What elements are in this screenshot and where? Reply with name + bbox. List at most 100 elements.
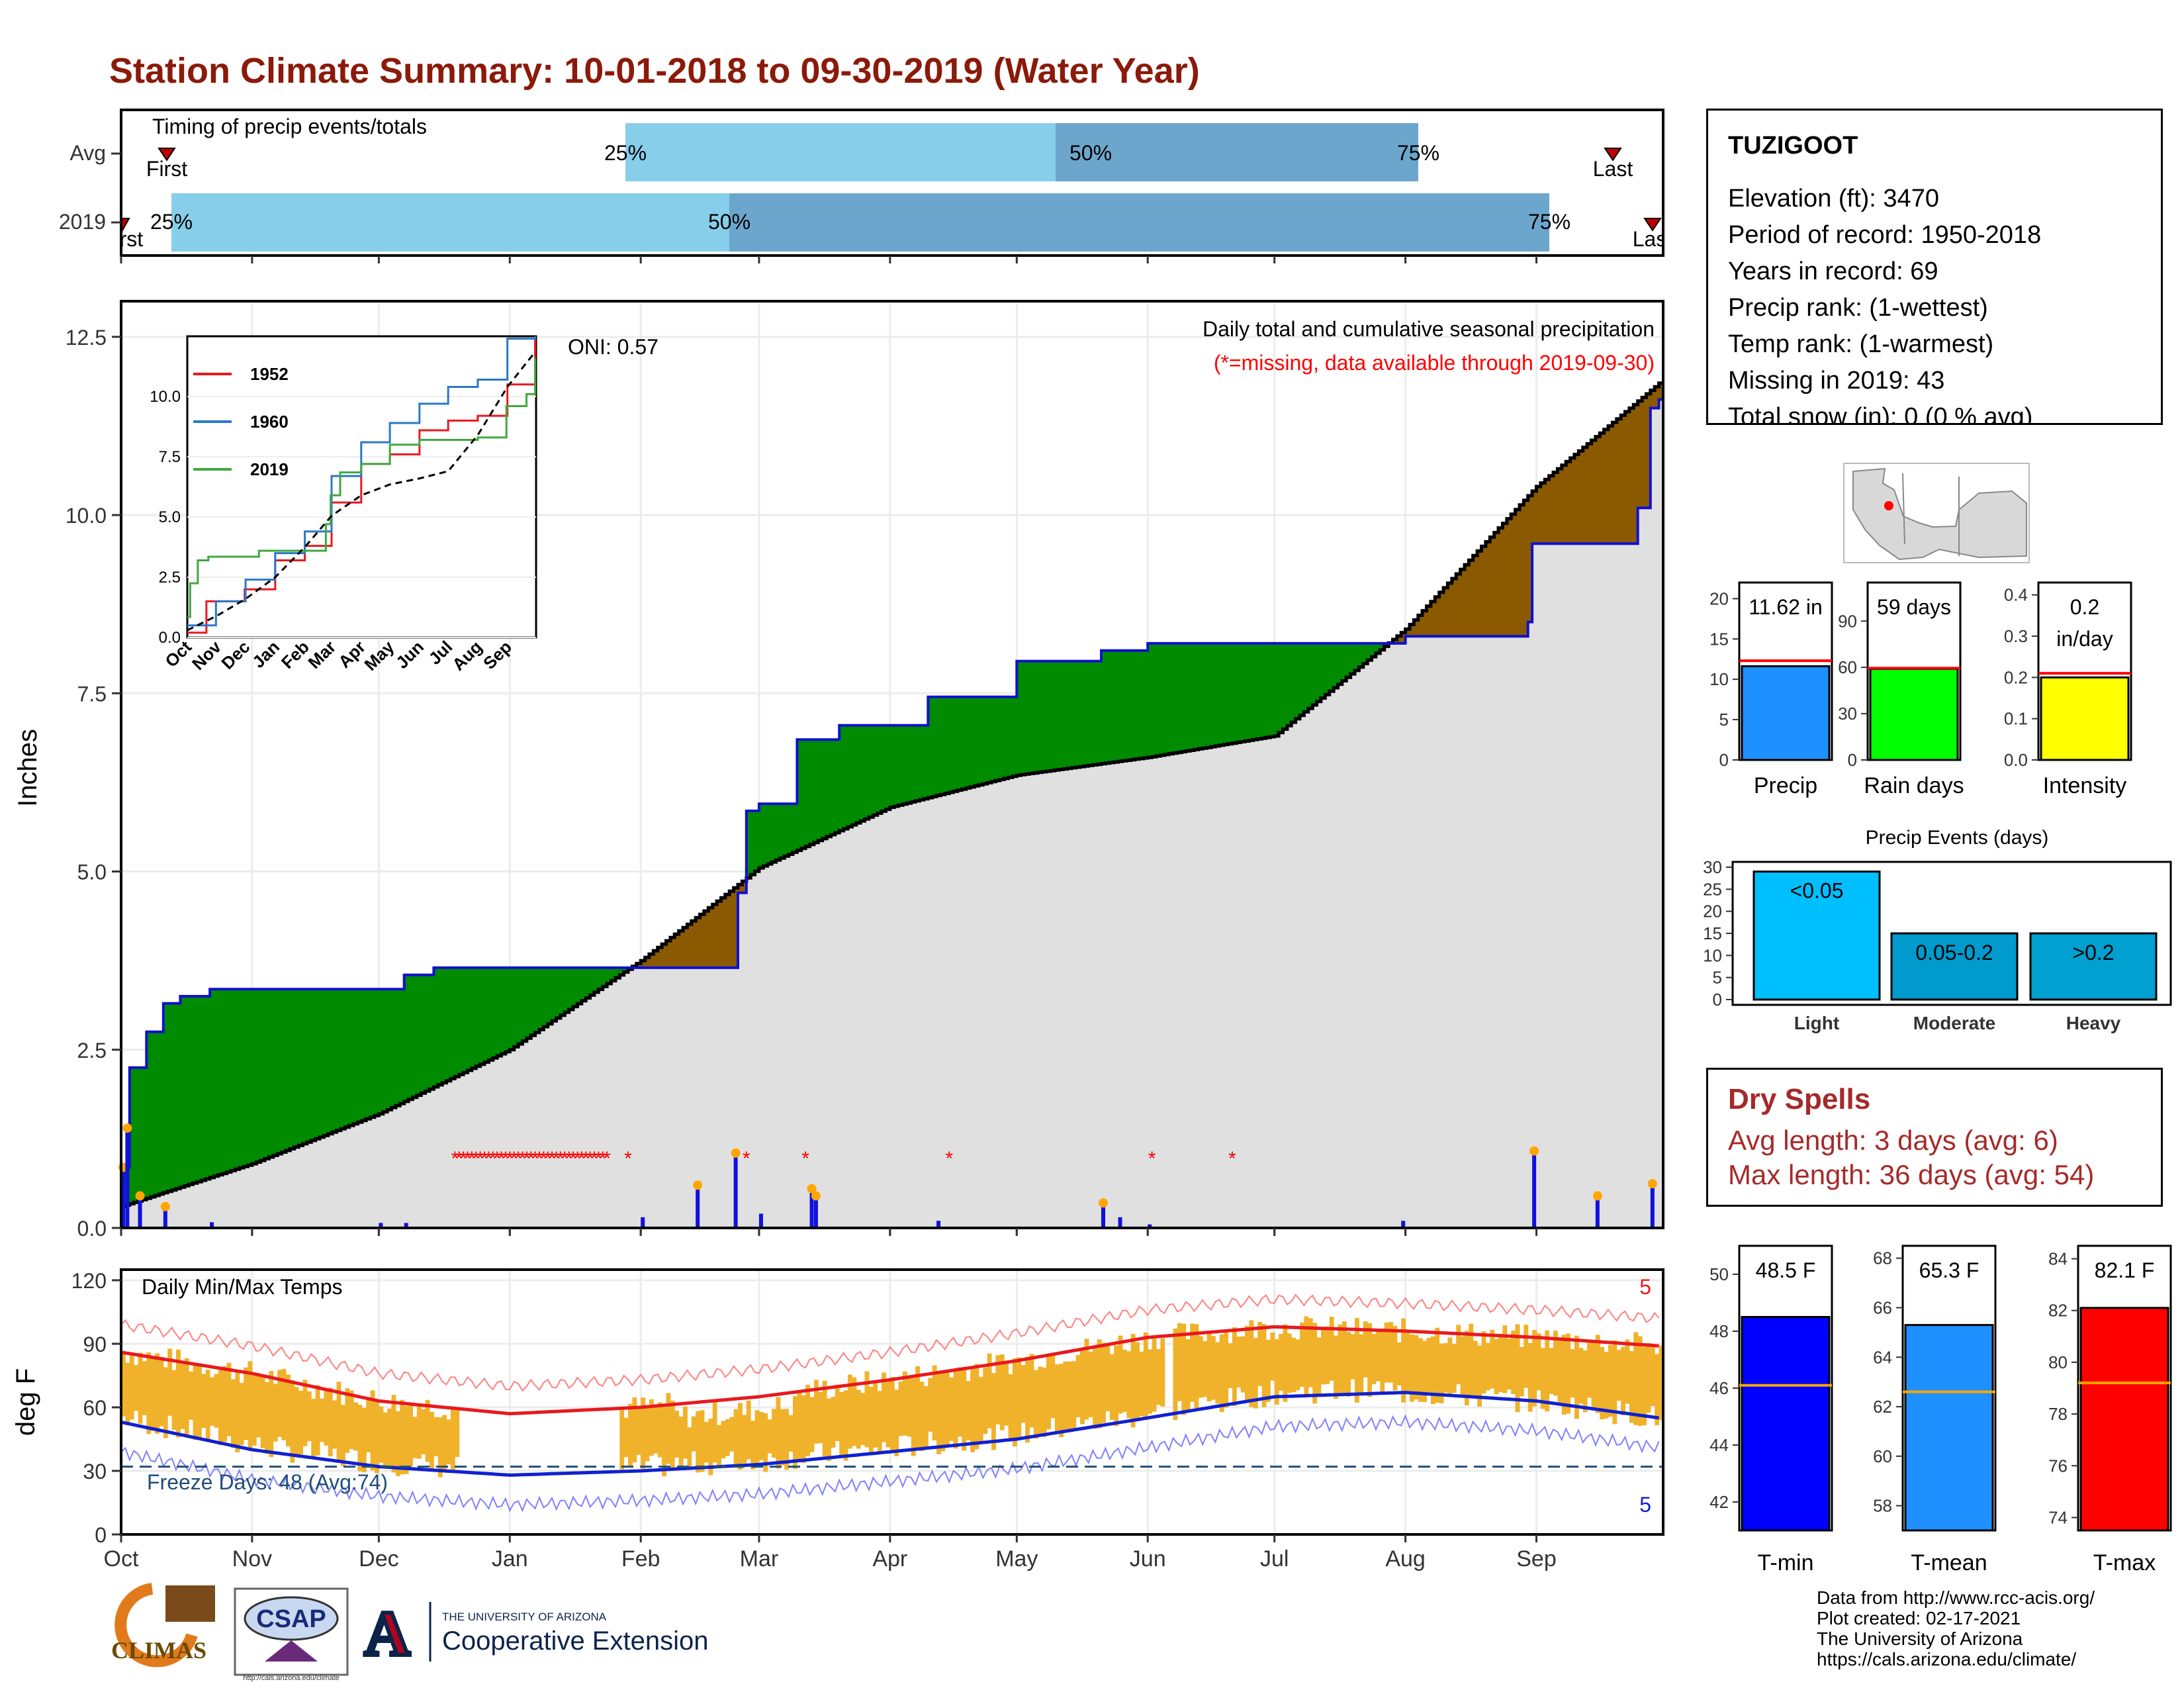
daily-temp-bar — [721, 1421, 726, 1459]
footer-line: The University of Arizona — [1817, 1628, 2023, 1649]
daily-temp-bar — [704, 1422, 709, 1463]
daily-temp-bar — [1139, 1351, 1144, 1417]
daily-temp-bar — [184, 1358, 189, 1437]
station-missing: Missing in 2019: 43 — [1728, 367, 1945, 395]
daily-temp-bar — [138, 1352, 143, 1424]
daily-temp-bar — [230, 1379, 236, 1448]
missing-data-marker: * — [451, 1148, 459, 1170]
daily-temp-bar — [437, 1417, 443, 1477]
station-name: TUZIGOOT — [1728, 132, 1858, 160]
temp-bar — [1904, 1324, 1994, 1532]
ua-big-text: Cooperative Extension — [442, 1626, 708, 1656]
events-category-label: Moderate — [1913, 1013, 1995, 1033]
missing-data-marker: * — [498, 1148, 506, 1170]
daily-temp-bar — [987, 1353, 992, 1429]
daily-temp-bar — [894, 1389, 899, 1456]
missing-data-marker: * — [561, 1148, 569, 1170]
events-ytick-label: 15 — [1703, 923, 1722, 943]
summary-ytick-label: 0.1 — [2004, 709, 2028, 729]
station-temp-rank: Temp rank: (1-warmest) — [1728, 330, 1994, 358]
temp-bar-value: 82.1 F — [2095, 1258, 2155, 1282]
daily-temp-bar — [1012, 1358, 1017, 1447]
daily-precip-marker — [811, 1191, 821, 1201]
daily-temp-bar — [1097, 1339, 1102, 1429]
daily-temp-bar — [150, 1357, 156, 1431]
daily-temp-bar — [248, 1361, 253, 1449]
daily-temp-bar — [1105, 1346, 1111, 1411]
missing-data-marker: * — [514, 1148, 522, 1170]
summary-ytick-label: 30 — [1838, 704, 1857, 724]
daily-temp-bar — [290, 1380, 295, 1463]
summary-ytick-label: 0.4 — [2004, 585, 2028, 605]
daily-temp-bar — [1414, 1335, 1419, 1400]
summary-ytick-label: 15 — [1709, 629, 1729, 649]
y2019-p75-label: 75% — [1528, 210, 1570, 234]
daily-temp-bar — [1228, 1343, 1233, 1388]
daily-temp-bar — [1545, 1330, 1550, 1412]
daily-temp-bar — [1566, 1333, 1571, 1414]
inset-ytick-label: 7.5 — [159, 448, 181, 466]
avg-p50-label: 50% — [1069, 141, 1112, 165]
summary-bar — [1869, 668, 1959, 761]
daily-temp-bar — [1646, 1342, 1651, 1413]
daily-temp-bar — [1219, 1334, 1224, 1413]
daily-temp-bar — [1316, 1337, 1322, 1396]
avg-first-label: First — [146, 157, 187, 181]
daily-temp-bar — [256, 1376, 261, 1438]
daily-precip-bar — [813, 1196, 818, 1228]
daily-temp-bar — [125, 1362, 130, 1426]
daily-temp-bar — [691, 1416, 696, 1452]
daily-precip-bar — [809, 1188, 814, 1228]
daily-temp-bar — [628, 1403, 633, 1468]
daily-temp-bar — [1059, 1364, 1064, 1437]
daily-temp-bar — [1329, 1317, 1334, 1381]
daily-temp-bar — [324, 1390, 329, 1446]
daily-temp-bar — [738, 1403, 743, 1470]
daily-temp-bar — [1553, 1331, 1558, 1396]
daily-temp-bar — [1181, 1323, 1187, 1415]
daily-temp-bar — [1532, 1330, 1537, 1407]
daily-precip-marker — [160, 1201, 170, 1211]
daily-temp-bar — [733, 1409, 739, 1465]
daily-temp-bar — [1312, 1323, 1318, 1404]
daily-temp-bar — [949, 1377, 954, 1441]
daily-temp-bar — [751, 1421, 756, 1470]
summary-bar — [1741, 665, 1831, 761]
daily-temp-bar — [763, 1413, 768, 1472]
events-ytick-label: 20 — [1703, 902, 1722, 921]
precip-note: Daily total and cumulative seasonal prec… — [1203, 317, 1655, 341]
daily-temp-bar — [1122, 1349, 1127, 1413]
avg-cumulative-fill — [121, 399, 1663, 1228]
daily-temp-bar — [320, 1398, 324, 1442]
precip-ytick-label: 7.5 — [77, 682, 107, 706]
daily-temp-bar — [746, 1400, 751, 1460]
events-ytick-label: 25 — [1703, 879, 1722, 899]
station-elevation: Elevation (ft): 3470 — [1728, 185, 1939, 212]
daily-temp-bar — [678, 1416, 684, 1466]
daily-precip-bar — [936, 1221, 941, 1228]
station-period: Period of record: 1950-2018 — [1728, 221, 2042, 249]
missing-data-marker: * — [535, 1148, 543, 1170]
daily-temp-bar — [1490, 1329, 1495, 1389]
daily-temp-bar — [180, 1364, 185, 1429]
daily-temp-bar — [260, 1376, 265, 1448]
timing-panel: Timing of precip events/totals Avg 2019 … — [59, 109, 1664, 257]
daily-temp-bar — [1524, 1325, 1529, 1388]
daily-temp-bar — [923, 1385, 929, 1448]
daily-temp-bar — [1156, 1348, 1161, 1405]
inset-ytick-label: 2.5 — [159, 569, 181, 586]
daily-temp-bar — [847, 1374, 852, 1449]
daily-temp-bar — [1392, 1326, 1398, 1391]
missing-data-marker: * — [480, 1148, 488, 1170]
timing-row-avg: Avg — [69, 141, 106, 165]
temp-xtick-label: Sep — [1516, 1546, 1557, 1571]
daily-precip-marker — [807, 1184, 817, 1194]
daily-temp-bar — [340, 1405, 345, 1466]
missing-data-marker: * — [468, 1148, 476, 1170]
daily-temp-bar — [1549, 1348, 1554, 1394]
precip-surplus-area — [121, 643, 1389, 1207]
daily-temp-bar — [1350, 1334, 1355, 1380]
daily-temp-bar — [860, 1393, 866, 1446]
station-info-box: TUZIGOOT Elevation (ft): 3470 Period of … — [1706, 109, 2163, 425]
summary-ytick-label: 0 — [1719, 750, 1729, 770]
